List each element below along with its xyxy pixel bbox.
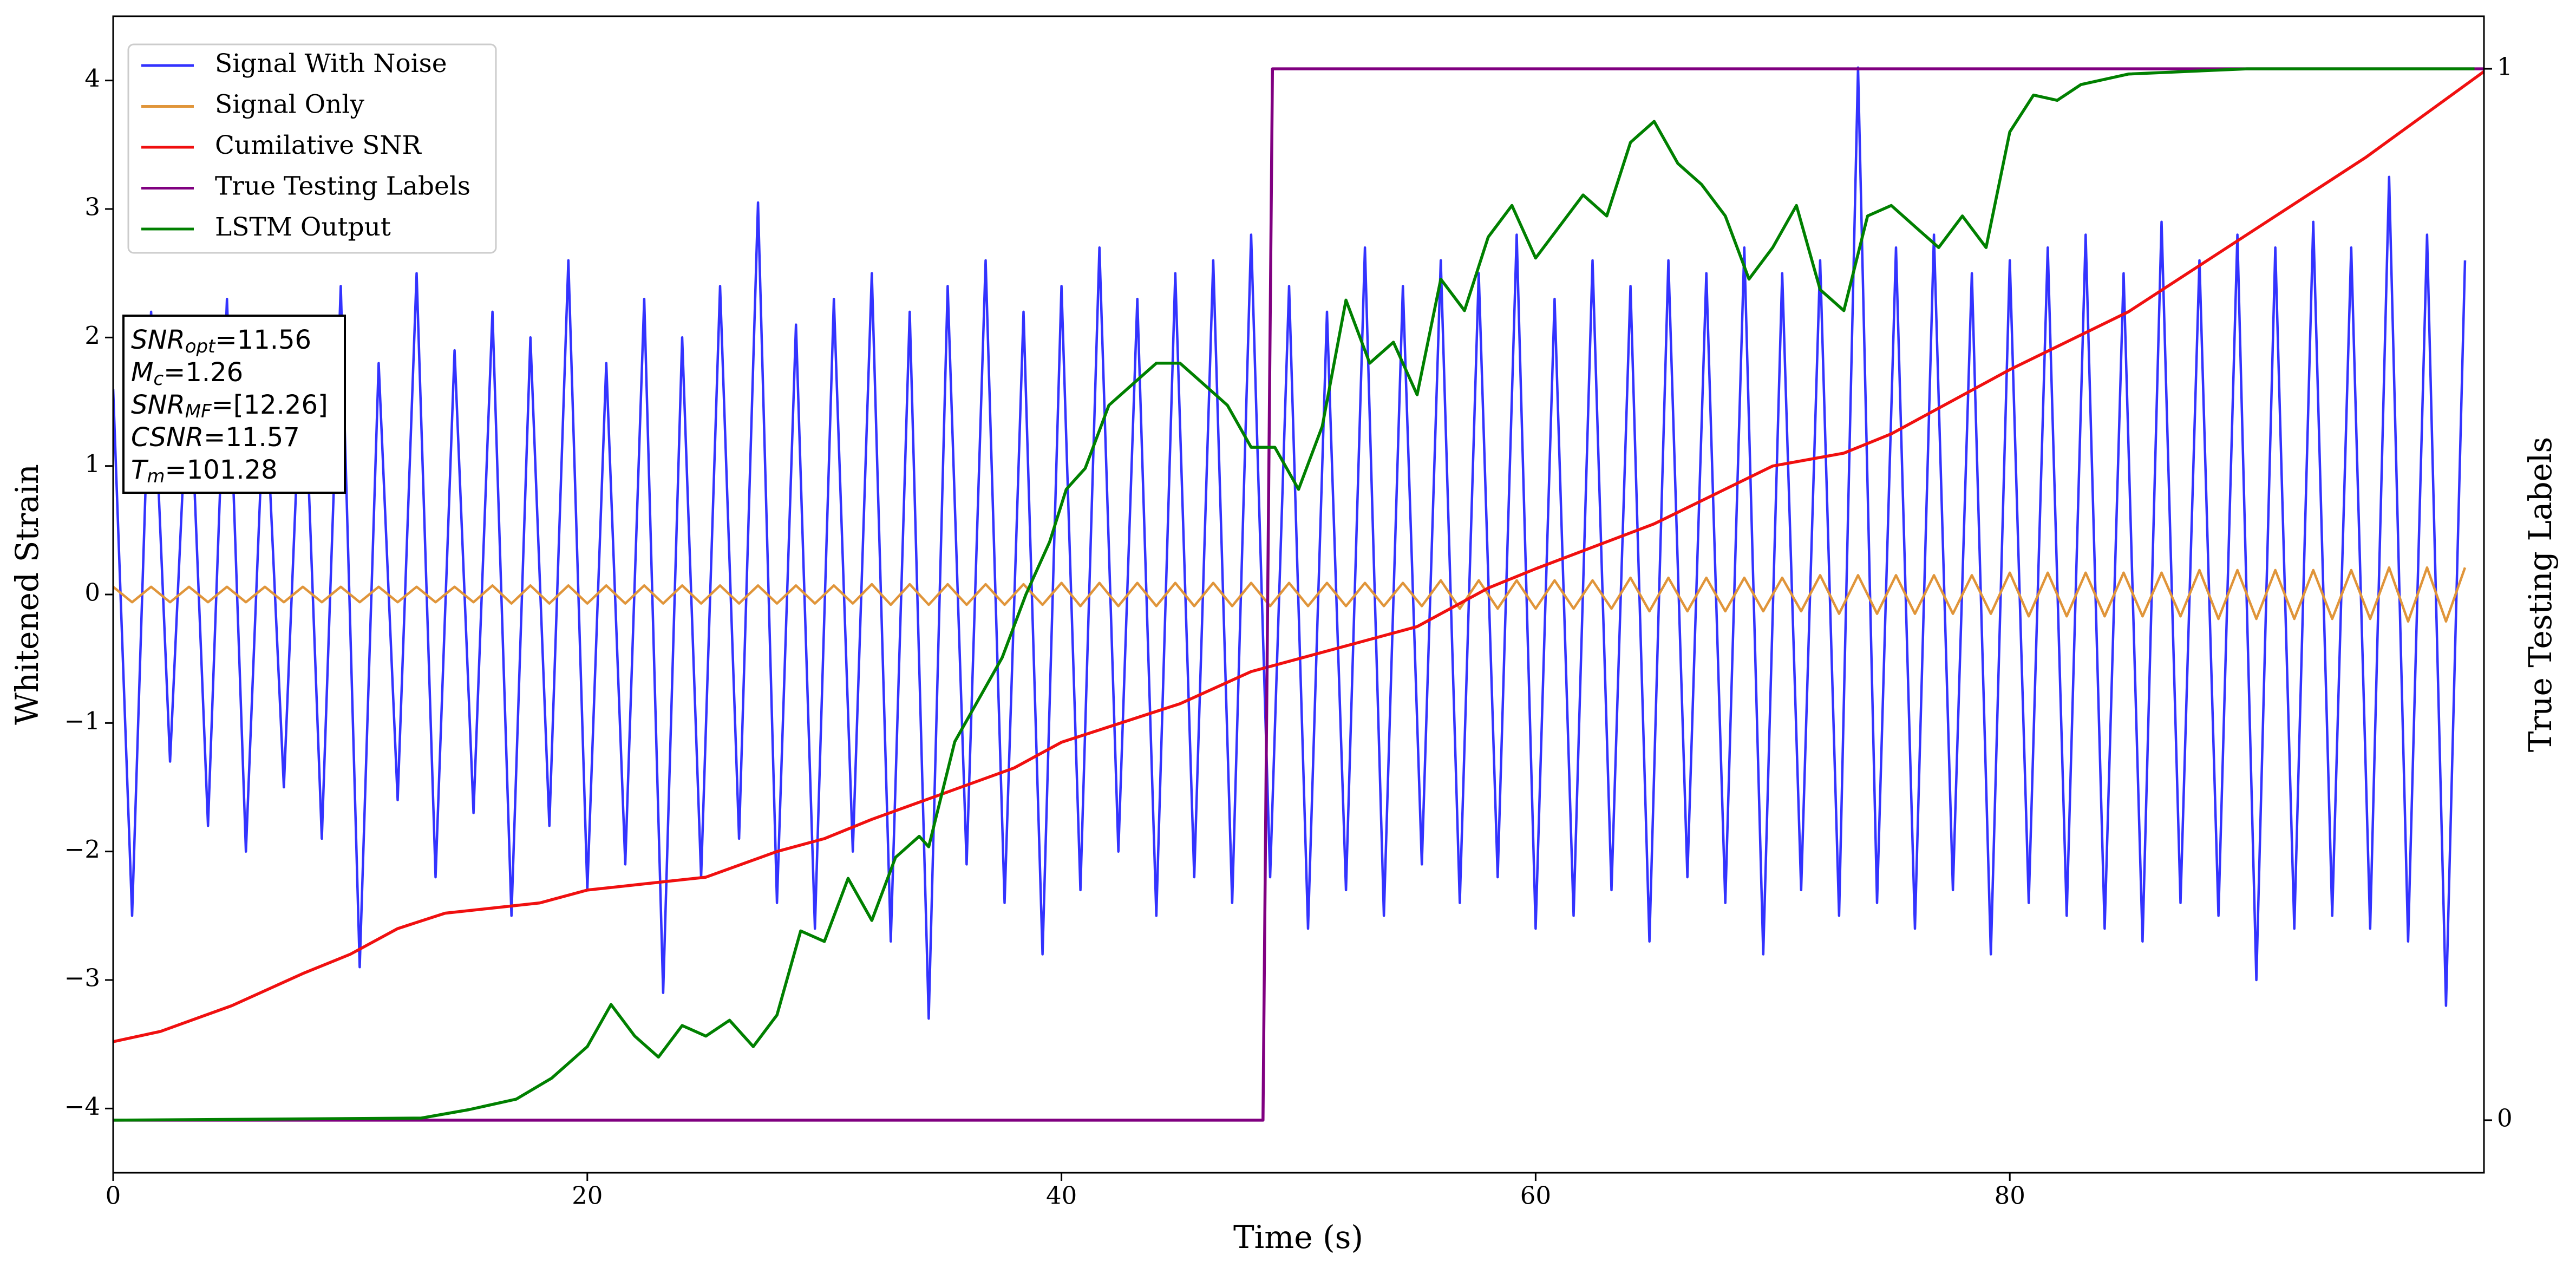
annotation-subscript: opt [185,336,216,357]
y-tick-label: −1 [64,707,100,735]
series-line [113,566,2467,623]
annotation-symbol: CSNR [131,422,204,453]
legend-box [127,43,497,254]
annotation-symbol: M [131,357,153,388]
annotation-line: Tm=101.28 [131,455,278,487]
legend-label: Cumilative SNR [215,130,422,160]
y-tick-label: 4 [84,64,100,93]
annotation-symbol: SNR [131,325,185,355]
plot-area [113,66,2484,1122]
y-tick-label: 2 [84,321,100,350]
legend: Signal With Noise Signal Only Cumilative S… [127,43,497,254]
annotation-subscript: MF [185,401,212,422]
annotation-value: =11.56 [215,325,311,355]
x-tick-label: 60 [1520,1181,1551,1210]
legend-label: True Testing Labels [215,172,470,201]
annotation-value: =[12.26] [212,390,328,420]
x-axis-label: Time (s) [1233,1219,1363,1256]
y2-tick-label: 0 [2497,1103,2513,1132]
annotation: SNRopt=11.56Mc=1.26SNRMF=[12.26]CSNR=11.… [122,315,346,494]
y-tick-label: 0 [84,578,100,607]
legend-label: Signal With Noise [215,49,447,79]
y-tick-label: −3 [64,964,100,992]
y-tick-label: −2 [64,835,100,864]
annotation-subscript: m [147,466,165,487]
series-line [113,66,2467,1020]
annotation-value: =101.28 [165,455,277,485]
y-tick-label: −4 [64,1092,100,1121]
series-line [113,67,2484,1122]
y-tick-label: 1 [84,449,100,478]
annotation-value: =11.57 [204,422,300,453]
y2-tick-label: 1 [2497,53,2513,81]
annotation-symbol: T [131,455,149,485]
x-tick-label: 40 [1046,1181,1077,1210]
legend-label: LSTM Output [215,212,391,242]
series-line [113,67,2475,1122]
series-line [113,70,2484,1043]
y-axis-label: Whitened Strain [9,464,45,725]
annotation-line: SNRopt=11.56 [131,325,311,357]
annotation-line: SNRMF=[12.26] [131,390,328,422]
x-tick-label: 0 [106,1181,121,1210]
annotation-line: Mc=1.26 [131,357,243,390]
x-tick-label: 80 [1995,1181,2025,1210]
legend-label: Signal Only [215,90,364,120]
y2-axis-label: True Testing Labels [2522,437,2559,752]
annotation-line: CSNR=11.57 [131,422,300,453]
x-tick-label: 20 [572,1181,603,1210]
y-tick-label: 3 [84,193,100,221]
annotation-symbol: SNR [131,390,185,420]
annotation-subscript: c [153,368,164,390]
annotation-box [122,315,346,494]
annotation-value: =1.26 [164,357,243,388]
